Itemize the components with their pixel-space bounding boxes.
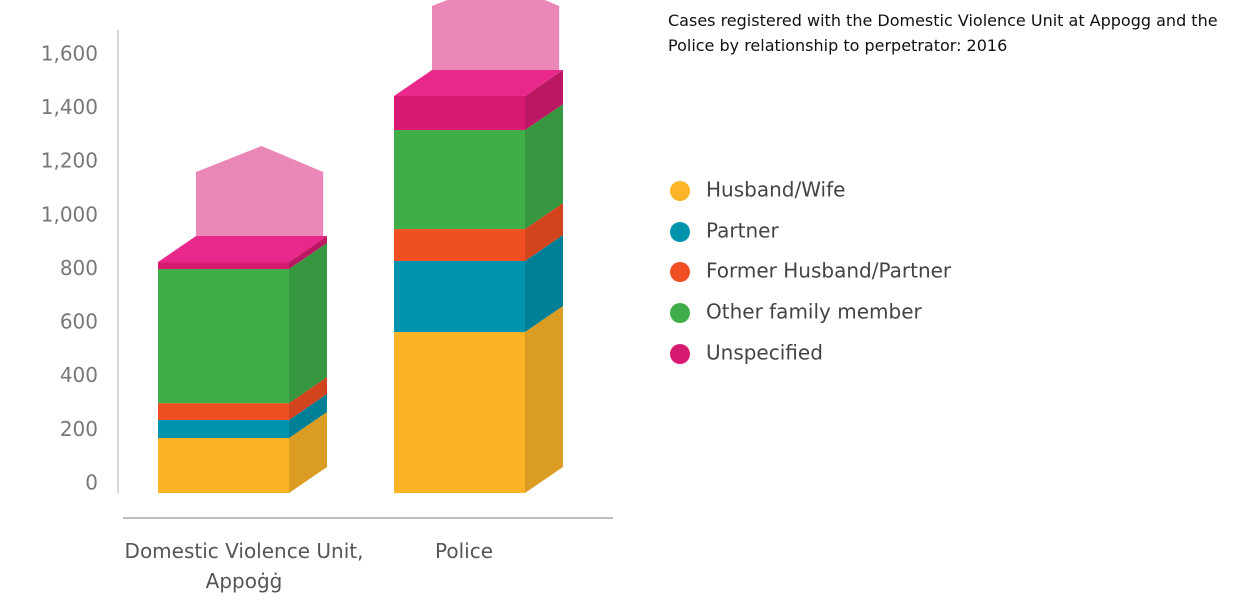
legend-label: Former Husband/Partner bbox=[706, 259, 952, 283]
bar-side bbox=[525, 70, 563, 131]
bar bbox=[158, 262, 289, 270]
y-tick-label: 400 bbox=[60, 363, 98, 387]
legend-label: Partner bbox=[706, 219, 779, 243]
bar-side bbox=[289, 377, 327, 421]
bar bbox=[394, 332, 525, 493]
bar-cap bbox=[196, 146, 324, 237]
bar-cap bbox=[432, 0, 560, 71]
legend-swatch bbox=[670, 181, 690, 201]
legend-label: Unspecified bbox=[706, 341, 823, 365]
legend-swatch bbox=[670, 222, 690, 242]
legend-label: Husband/Wife bbox=[706, 178, 845, 202]
legend-label: Other family member bbox=[706, 300, 923, 324]
bar-side bbox=[289, 394, 327, 439]
bar bbox=[158, 403, 289, 421]
bar-side bbox=[289, 243, 327, 404]
bar-side bbox=[525, 306, 563, 493]
bar bbox=[158, 420, 289, 439]
x-tick-label: Domestic Violence Unit, Appoġġ bbox=[124, 539, 364, 593]
bar-side bbox=[289, 412, 327, 493]
legend-swatch bbox=[670, 344, 690, 364]
bar-top bbox=[394, 70, 563, 97]
y-tick-label: 200 bbox=[60, 417, 98, 441]
y-tick-label: 600 bbox=[60, 310, 98, 334]
y-tick-label: 1,000 bbox=[41, 202, 98, 226]
bar-side bbox=[525, 234, 563, 333]
chart-title: Cases registered with the Domestic Viole… bbox=[668, 11, 1218, 55]
bar-top bbox=[158, 236, 327, 263]
bar bbox=[394, 260, 525, 333]
bar-side bbox=[525, 104, 563, 230]
y-tick-label: 1,200 bbox=[41, 149, 98, 173]
bar bbox=[394, 130, 525, 230]
bar bbox=[158, 269, 289, 404]
y-tick-label: 1,400 bbox=[41, 95, 98, 119]
x-tick-label: Police bbox=[435, 539, 493, 563]
bar bbox=[394, 229, 525, 261]
bar bbox=[158, 438, 289, 493]
bar-side bbox=[525, 203, 563, 261]
legend-swatch bbox=[670, 262, 690, 282]
y-tick-label: 1,600 bbox=[41, 41, 98, 65]
y-tick-label: 0 bbox=[85, 471, 98, 495]
y-tick-label: 800 bbox=[60, 256, 98, 280]
legend-swatch bbox=[670, 303, 690, 323]
bar-side bbox=[289, 236, 327, 270]
bar bbox=[394, 96, 525, 131]
